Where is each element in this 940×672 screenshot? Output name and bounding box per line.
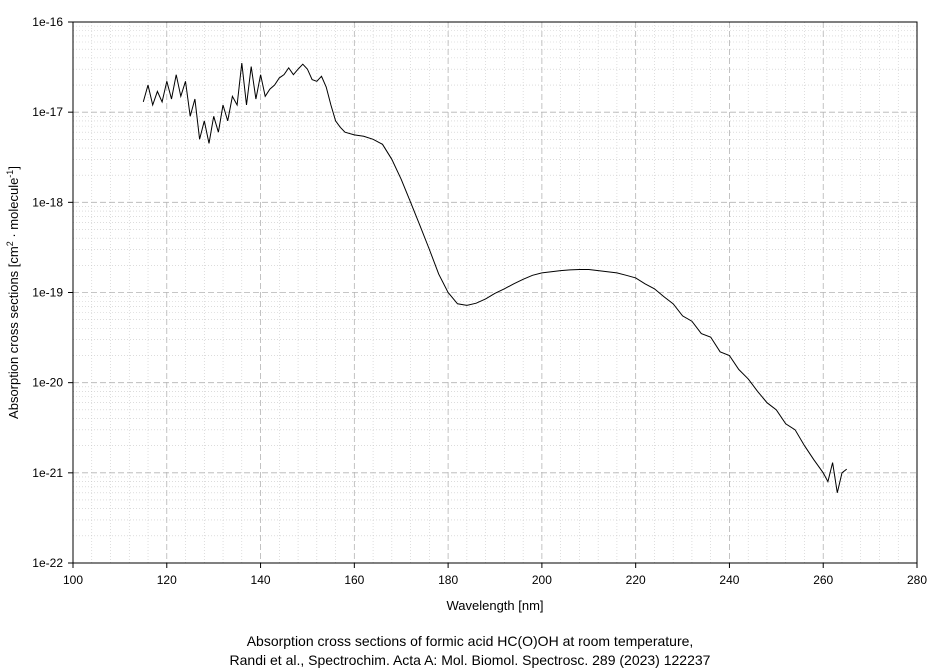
y-tick-label: 1e-17 bbox=[32, 105, 63, 119]
y-tick-label: 1e-19 bbox=[32, 286, 63, 300]
x-tick-label: 180 bbox=[438, 573, 458, 587]
y-tick-label: 1e-22 bbox=[32, 556, 63, 570]
caption-line-2: Randi et al., Spectrochim. Acta A: Mol. … bbox=[229, 652, 711, 668]
x-axis-title: Wavelength [nm] bbox=[446, 598, 543, 613]
x-tick-label: 200 bbox=[532, 573, 552, 587]
y-tick-label: 1e-20 bbox=[32, 376, 63, 390]
x-tick-label: 240 bbox=[719, 573, 739, 587]
x-tick-label: 260 bbox=[813, 573, 833, 587]
tick-labels: 100 120 140 160 180 200 220 240 260 280 1e-16 1e-17… bbox=[32, 15, 927, 587]
y-axis-title: Absorption cross sections [cm2 · molecul… bbox=[5, 166, 21, 419]
caption-line-1: Absorption cross sections of formic acid… bbox=[246, 633, 694, 649]
x-tick-label: 140 bbox=[251, 573, 271, 587]
x-tick-label: 160 bbox=[344, 573, 364, 587]
x-tick-label: 280 bbox=[907, 573, 927, 587]
y-tick-label: 1e-18 bbox=[32, 195, 63, 209]
x-tick-label: 100 bbox=[63, 573, 83, 587]
grid bbox=[72, 21, 918, 564]
y-tick-label: 1e-21 bbox=[32, 466, 63, 480]
series-line bbox=[142, 63, 848, 493]
x-tick-label: 120 bbox=[157, 573, 177, 587]
y-tick-label: 1e-16 bbox=[32, 15, 63, 29]
x-tick-label: 220 bbox=[626, 573, 646, 587]
axis-ticks bbox=[68, 21, 918, 568]
